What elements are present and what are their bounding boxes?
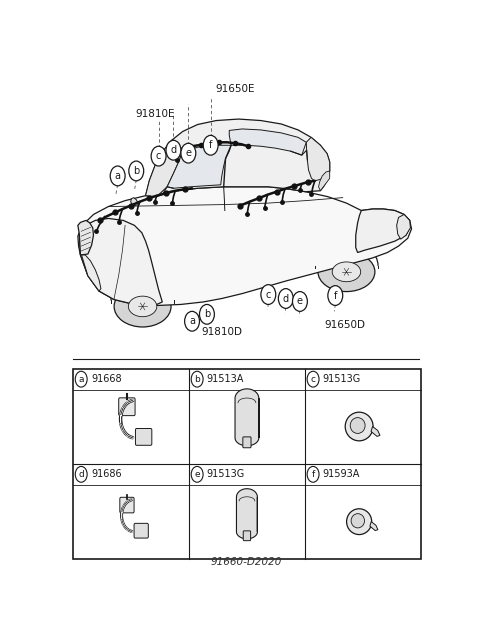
Text: 91668: 91668 — [91, 374, 121, 384]
Polygon shape — [167, 143, 231, 188]
Circle shape — [203, 135, 218, 155]
Circle shape — [191, 371, 203, 387]
Circle shape — [261, 284, 276, 304]
Text: f: f — [209, 140, 212, 150]
Ellipse shape — [347, 508, 372, 535]
Text: 91650E: 91650E — [215, 84, 254, 94]
Ellipse shape — [128, 296, 157, 317]
Text: f: f — [312, 470, 315, 479]
Text: 91660-D2020: 91660-D2020 — [210, 557, 282, 568]
Polygon shape — [396, 214, 410, 239]
Circle shape — [307, 371, 319, 387]
Text: a: a — [78, 375, 84, 384]
FancyBboxPatch shape — [119, 398, 135, 415]
Text: a: a — [189, 317, 195, 326]
FancyBboxPatch shape — [135, 428, 152, 446]
Ellipse shape — [351, 514, 364, 528]
Text: 91513G: 91513G — [207, 469, 245, 480]
Circle shape — [191, 467, 203, 482]
Text: b: b — [194, 375, 200, 384]
Polygon shape — [356, 209, 410, 252]
Text: c: c — [311, 375, 315, 384]
Text: c: c — [156, 151, 161, 161]
Text: e: e — [194, 470, 200, 479]
Polygon shape — [78, 220, 94, 255]
Polygon shape — [237, 489, 257, 539]
Circle shape — [110, 166, 125, 186]
Ellipse shape — [332, 262, 360, 282]
Text: 91513A: 91513A — [207, 374, 244, 384]
Circle shape — [151, 146, 166, 166]
Text: b: b — [204, 309, 210, 319]
Ellipse shape — [318, 252, 375, 291]
Text: b: b — [133, 166, 139, 176]
Text: 91810D: 91810D — [202, 327, 242, 336]
Polygon shape — [145, 143, 183, 196]
Text: e: e — [297, 297, 303, 306]
Polygon shape — [235, 389, 259, 446]
Text: 91513G: 91513G — [323, 374, 361, 384]
Polygon shape — [131, 198, 138, 205]
Circle shape — [185, 311, 200, 331]
FancyBboxPatch shape — [120, 498, 134, 513]
Circle shape — [75, 467, 87, 482]
FancyBboxPatch shape — [243, 437, 251, 447]
Text: c: c — [265, 290, 271, 300]
Text: a: a — [115, 171, 120, 181]
Circle shape — [166, 141, 181, 160]
Text: e: e — [185, 148, 192, 158]
Polygon shape — [145, 119, 330, 196]
Polygon shape — [319, 171, 330, 191]
Polygon shape — [306, 137, 330, 181]
Polygon shape — [371, 426, 380, 437]
Text: d: d — [78, 470, 84, 479]
Text: 91686: 91686 — [91, 469, 121, 480]
Circle shape — [328, 286, 343, 306]
FancyBboxPatch shape — [134, 523, 148, 538]
Circle shape — [292, 291, 307, 311]
Circle shape — [307, 467, 319, 482]
Text: d: d — [283, 293, 289, 304]
FancyBboxPatch shape — [243, 531, 251, 541]
Circle shape — [181, 143, 196, 163]
Text: 91593A: 91593A — [323, 469, 360, 480]
Polygon shape — [229, 129, 306, 155]
Circle shape — [200, 304, 215, 324]
Circle shape — [75, 371, 87, 387]
Polygon shape — [370, 522, 378, 530]
Polygon shape — [78, 187, 411, 306]
Polygon shape — [79, 218, 162, 306]
Text: 91810E: 91810E — [135, 109, 175, 119]
Ellipse shape — [350, 417, 365, 433]
Circle shape — [278, 289, 293, 308]
Text: d: d — [170, 145, 177, 155]
Text: 91650D: 91650D — [324, 320, 365, 330]
Polygon shape — [82, 255, 101, 291]
Ellipse shape — [345, 412, 373, 441]
Text: f: f — [334, 291, 337, 300]
Circle shape — [129, 161, 144, 181]
Ellipse shape — [114, 286, 171, 327]
